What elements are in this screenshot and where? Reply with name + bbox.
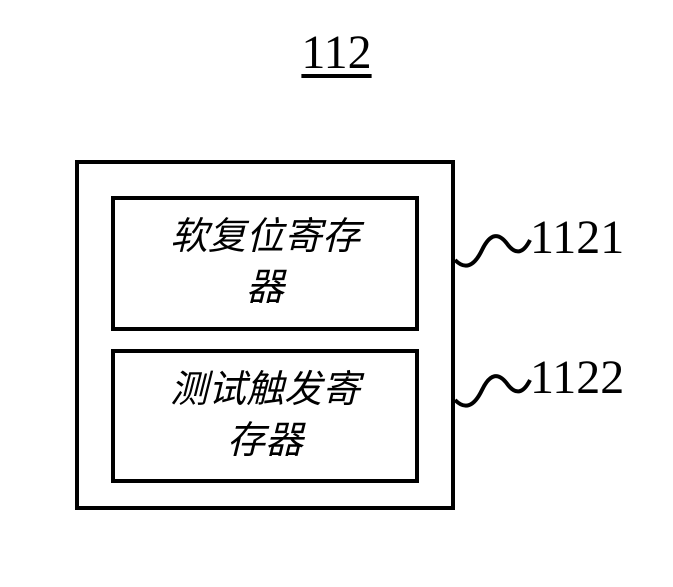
block-line-1: 软复位寄存 — [170, 216, 360, 258]
container-block: 软复位寄存 器 测试触发寄 存器 — [75, 160, 455, 510]
diagram-title: 112 — [301, 25, 371, 80]
block-test-trigger-register: 测试触发寄 存器 — [111, 349, 419, 484]
block-line-2: 存器 — [227, 420, 303, 462]
connector-1121 — [450, 200, 540, 290]
block-line-2: 器 — [246, 267, 284, 309]
reference-label-1122: 1122 — [530, 350, 624, 405]
connector-1122 — [450, 340, 540, 430]
reference-label-1121: 1121 — [530, 210, 624, 265]
block-line-1: 测试触发寄 — [170, 369, 360, 411]
block-soft-reset-register: 软复位寄存 器 — [111, 196, 419, 331]
